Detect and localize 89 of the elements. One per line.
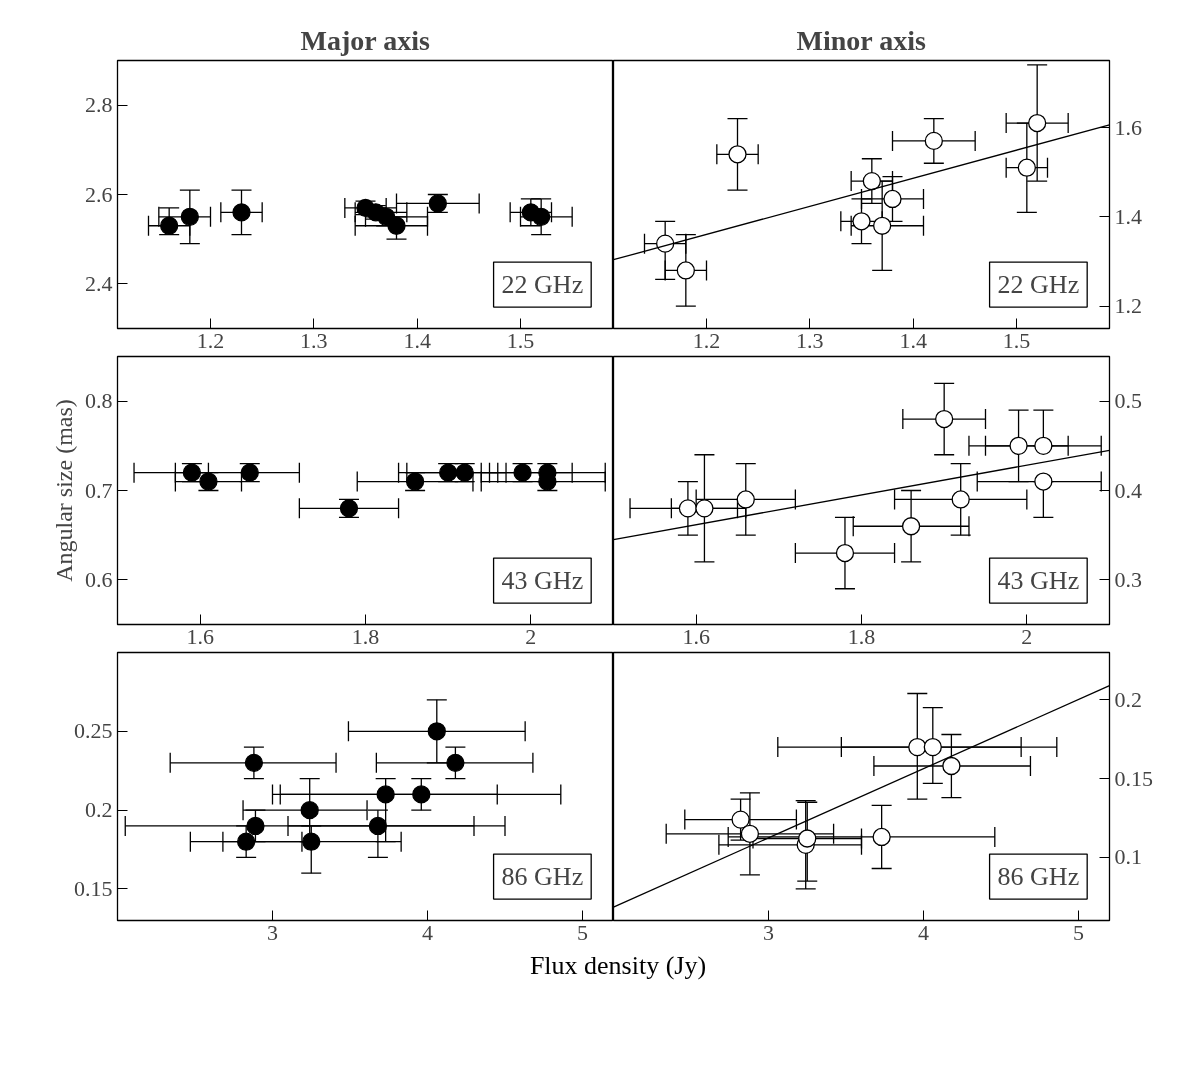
x-tick-label: 1.8 xyxy=(351,623,380,649)
x-axis-title: Flux density (Jy) xyxy=(529,950,707,982)
y-tick-label: 2.4 xyxy=(85,270,113,296)
y2-tick-label: 0.1 xyxy=(1114,844,1142,870)
point xyxy=(160,216,179,235)
point xyxy=(446,753,465,772)
annotation: 86 GHz xyxy=(997,862,1080,892)
point xyxy=(908,737,927,757)
point xyxy=(1009,436,1028,455)
point xyxy=(728,145,747,164)
point xyxy=(180,207,199,226)
point xyxy=(376,785,395,804)
point xyxy=(798,829,817,848)
point xyxy=(532,207,551,226)
point xyxy=(656,234,675,253)
x-tick-label: 1.4 xyxy=(899,327,927,353)
point xyxy=(232,203,251,222)
y2-tick-label: 0.15 xyxy=(1114,765,1153,791)
annotation: 22 GHz xyxy=(997,270,1080,300)
y-tick-label: 0.25 xyxy=(74,718,113,744)
annotation: 43 GHz xyxy=(501,566,584,596)
point xyxy=(244,753,264,772)
x-tick-label: 1.8 xyxy=(847,623,876,649)
y-tick-label: 2.6 xyxy=(85,181,113,207)
chart-title: Minor axis xyxy=(796,24,927,56)
point xyxy=(199,472,218,491)
point xyxy=(1017,158,1036,177)
y-tick-label: 0.2 xyxy=(85,797,113,823)
y2-tick-label: 0.3 xyxy=(1114,566,1142,592)
point xyxy=(427,722,446,741)
x-tick-label: 1.3 xyxy=(300,327,328,353)
point xyxy=(852,212,871,231)
x-tick-label: 4 xyxy=(918,919,929,945)
y-axis-title: Angular size (mas) xyxy=(51,399,77,582)
point xyxy=(872,827,891,847)
point xyxy=(924,131,943,151)
point xyxy=(883,189,902,209)
chart-title: Major axis xyxy=(300,24,431,56)
point xyxy=(901,517,921,536)
x-tick-label: 2 xyxy=(525,623,537,649)
annotation: 86 GHz xyxy=(501,862,584,892)
point xyxy=(676,261,695,280)
y2-tick-label: 1.2 xyxy=(1114,293,1142,319)
x-tick-label: 4 xyxy=(422,919,433,945)
point xyxy=(942,756,961,776)
x-tick-label: 3 xyxy=(267,919,278,945)
point xyxy=(923,737,942,757)
y2-tick-label: 0.4 xyxy=(1114,477,1142,503)
point xyxy=(835,543,855,563)
point xyxy=(740,824,760,843)
y-tick-label: 0.8 xyxy=(85,388,113,414)
point xyxy=(246,816,265,836)
y2-tick-label: 0.5 xyxy=(1114,388,1142,414)
x-tick-label: 5 xyxy=(1073,919,1084,945)
x-tick-label: 2 xyxy=(1021,623,1033,649)
y-tick-label: 0.7 xyxy=(85,477,113,503)
point xyxy=(368,816,388,836)
point xyxy=(1028,113,1047,133)
x-tick-label: 1.5 xyxy=(506,327,535,353)
point xyxy=(731,810,750,829)
y2-tick-label: 0.2 xyxy=(1114,686,1142,712)
x-tick-label: 1.6 xyxy=(682,623,710,649)
point xyxy=(412,785,431,804)
annotation: 22 GHz xyxy=(501,270,584,300)
point xyxy=(300,801,319,820)
point xyxy=(873,216,892,235)
point xyxy=(1034,472,1053,491)
x-tick-label: 1.6 xyxy=(186,623,214,649)
point xyxy=(695,499,714,518)
y-tick-label: 0.15 xyxy=(74,875,113,901)
y2-tick-label: 1.6 xyxy=(1114,114,1142,140)
x-tick-label: 1.4 xyxy=(403,327,431,353)
point xyxy=(951,490,970,509)
x-tick-label: 1.3 xyxy=(796,327,824,353)
x-tick-label: 3 xyxy=(763,919,774,945)
point xyxy=(736,490,755,509)
x-tick-label: 1.2 xyxy=(692,327,721,353)
point xyxy=(935,409,954,429)
annotation: 43 GHz xyxy=(997,566,1080,596)
y2-tick-label: 1.4 xyxy=(1114,203,1142,229)
point xyxy=(678,499,698,518)
x-tick-label: 1.2 xyxy=(196,327,225,353)
x-tick-label: 1.5 xyxy=(1002,327,1031,353)
point xyxy=(1034,436,1053,455)
x-tick-label: 5 xyxy=(577,919,588,945)
y-tick-label: 2.8 xyxy=(85,92,113,118)
point xyxy=(862,171,881,191)
point xyxy=(237,832,256,851)
y-tick-label: 0.6 xyxy=(85,566,113,592)
